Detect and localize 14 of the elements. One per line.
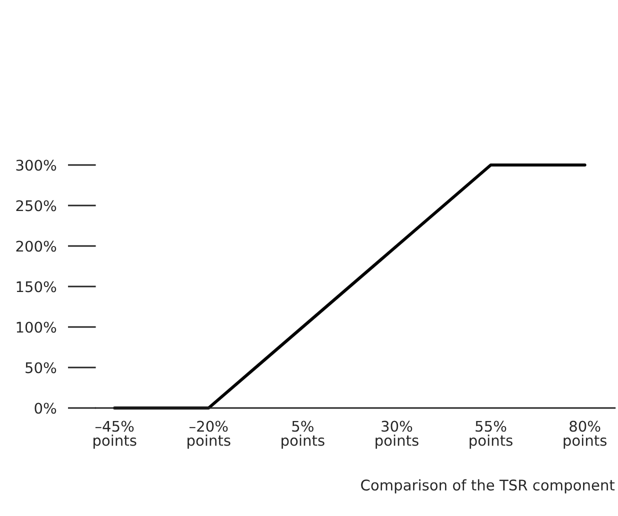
x-tick-label: –20% points (188, 420, 230, 449)
y-tick-label: 150% (16, 281, 56, 292)
x-tick-label: 5% points (282, 420, 324, 449)
y-tick-label: 300% (16, 160, 56, 171)
x-tick-label: 55% points (470, 420, 512, 449)
x-tick-label: –45% points (94, 420, 136, 449)
y-tick-label: 50% (26, 362, 56, 374)
y-tick-label: 100% (16, 322, 56, 333)
y-tick-label: 250% (16, 200, 56, 212)
y-tick-label: 0% (34, 402, 56, 414)
x-axis-title: Comparison of the TSR component (361, 479, 615, 494)
y-tick-label: 200% (16, 240, 56, 252)
x-tick-label: 30% points (376, 420, 418, 449)
x-tick-label: 80% points (564, 420, 606, 449)
